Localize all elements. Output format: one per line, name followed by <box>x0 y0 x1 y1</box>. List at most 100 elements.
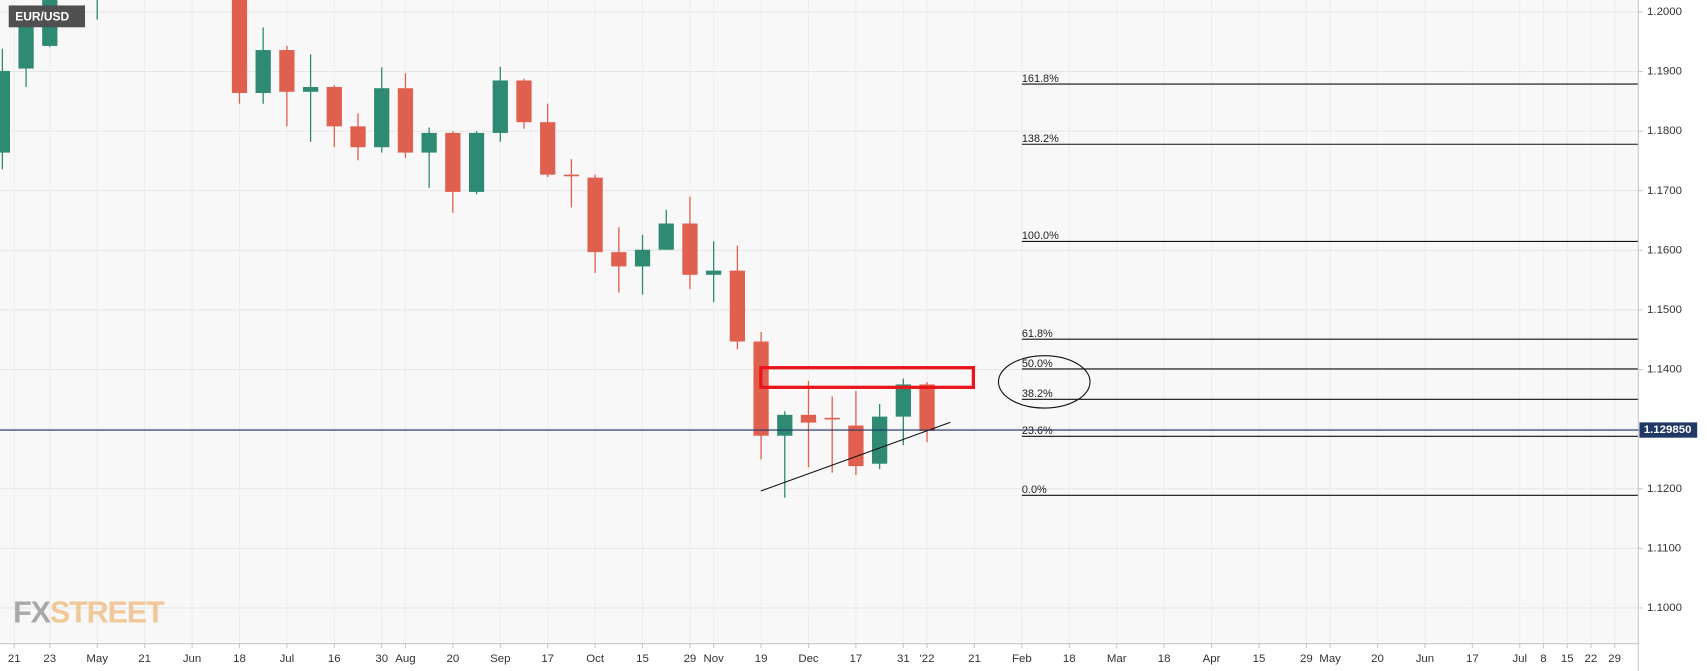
y-tick-label: 1.1900 <box>1647 66 1682 78</box>
x-tick-label: May <box>86 653 108 665</box>
candle-body <box>540 122 556 175</box>
x-tick-label: 20 <box>1371 653 1384 665</box>
x-tick-label: 17 <box>850 653 863 665</box>
x-tick-label: 15 <box>1561 653 1574 665</box>
x-tick-label: Apr <box>1203 653 1221 665</box>
x-tick-label: 29 <box>1608 653 1621 665</box>
candle-body <box>634 249 651 267</box>
candle-body <box>729 270 745 342</box>
x-tick-label: May <box>1319 653 1341 665</box>
y-tick-label: 1.1600 <box>1647 244 1682 256</box>
fib-label: 50.0% <box>1022 358 1053 370</box>
x-tick-label: 15 <box>1253 653 1266 665</box>
x-tick-label: Jul <box>1512 653 1527 665</box>
candle-body <box>682 223 698 275</box>
y-tick-label: 1.1800 <box>1647 125 1682 137</box>
candle-body <box>445 132 461 192</box>
candle-body <box>279 50 295 92</box>
candle-body <box>706 270 722 275</box>
x-tick-label: Feb <box>1012 653 1032 665</box>
x-tick-label: 21 <box>8 653 21 665</box>
candle-body <box>919 384 935 431</box>
y-tick-label: 1.1000 <box>1647 602 1682 614</box>
candle-body <box>611 252 627 267</box>
x-tick-label: Sep <box>490 653 510 665</box>
chart-title: EUR/USD <box>15 10 69 24</box>
axis-panel <box>1638 0 1707 671</box>
axes: 1.10001.11001.12001.13001.14001.15001.16… <box>0 6 1698 665</box>
x-tick-label: Aug <box>395 653 415 665</box>
fib-label: 61.8% <box>1022 328 1053 340</box>
candle-body <box>326 87 342 127</box>
fib-label: 161.8% <box>1022 73 1059 85</box>
x-tick-label: 22 <box>1585 653 1598 665</box>
candle-body <box>397 88 414 153</box>
x-tick-label: Mar <box>1107 653 1127 665</box>
highlight-ellipse <box>997 355 1091 409</box>
candle-body <box>824 417 840 420</box>
x-tick-label: 30 <box>375 653 388 665</box>
x-tick-label: Jul <box>280 653 295 665</box>
x-tick-label: 17 <box>541 653 554 665</box>
candle-body <box>18 21 34 69</box>
x-tick-label: 18 <box>1063 653 1076 665</box>
x-tick-label: 19 <box>755 653 768 665</box>
candle-body <box>231 0 248 93</box>
y-tick-label: 1.1500 <box>1647 304 1682 316</box>
y-tick-label: 1.1100 <box>1647 542 1681 554</box>
candle-body <box>468 132 485 192</box>
x-tick-label: 21 <box>138 653 151 665</box>
y-tick-label: 1.1400 <box>1647 364 1682 376</box>
last-price-label: 1.129850 <box>1644 424 1692 436</box>
resistance-box <box>759 366 976 389</box>
grid <box>0 11 1639 609</box>
fib-label: 0.0% <box>1022 484 1047 496</box>
candle-body <box>516 80 532 123</box>
fib-label: 100.0% <box>1022 230 1059 242</box>
fibonacci: 161.8% 138.2% 100.0% 61.8% 50.0% 38.2% 23.6% 0.… <box>1021 73 1639 496</box>
x-tick-label: 21 <box>968 653 981 665</box>
x-tick-label: '22 <box>920 653 935 665</box>
x-tick-label: 20 <box>446 653 459 665</box>
candle-body <box>421 132 437 153</box>
candle-body <box>658 223 674 250</box>
last-price-box <box>1639 422 1698 438</box>
watermark: FXSTREET <box>13 595 165 629</box>
candle-body <box>777 414 793 436</box>
x-tick-label: Dec <box>798 653 819 665</box>
y-tick-label: 1.1700 <box>1647 185 1682 197</box>
title-box <box>8 5 86 28</box>
candle-body <box>848 425 864 467</box>
candle-body <box>302 87 319 92</box>
x-tick-label: 29 <box>1300 653 1313 665</box>
fib-label: 23.6% <box>1022 425 1053 437</box>
candle-body <box>255 50 271 93</box>
watermark-fx: FX <box>13 595 52 629</box>
x-tick-label: Oct <box>586 653 605 665</box>
y-tick-label: 1.2000 <box>1647 6 1682 18</box>
x-tick-label: 29 <box>684 653 697 665</box>
candle-body <box>374 88 390 148</box>
x-tick-label: 15 <box>636 653 649 665</box>
x-tick-label: 18 <box>233 653 246 665</box>
candle-body <box>871 416 888 464</box>
candle-body <box>563 174 580 177</box>
x-tick-label: 8 <box>1540 653 1546 665</box>
x-tick-label: Jun <box>1416 653 1434 665</box>
trend-line <box>760 421 951 492</box>
candle-body <box>0 70 11 153</box>
candle-body <box>350 126 366 148</box>
fib-label: 138.2% <box>1022 133 1059 145</box>
plot-background <box>0 0 1638 644</box>
candle-body <box>492 80 508 133</box>
x-tick-label: 23 <box>43 653 56 665</box>
watermark-street: STREET <box>50 595 165 629</box>
candle-body <box>895 384 911 417</box>
x-tick-label: 31 <box>897 653 910 665</box>
fib-label: 38.2% <box>1022 388 1053 400</box>
candle-body <box>800 414 817 423</box>
x-axis-panel <box>0 643 1639 671</box>
x-tick-label: Jun <box>183 653 201 665</box>
